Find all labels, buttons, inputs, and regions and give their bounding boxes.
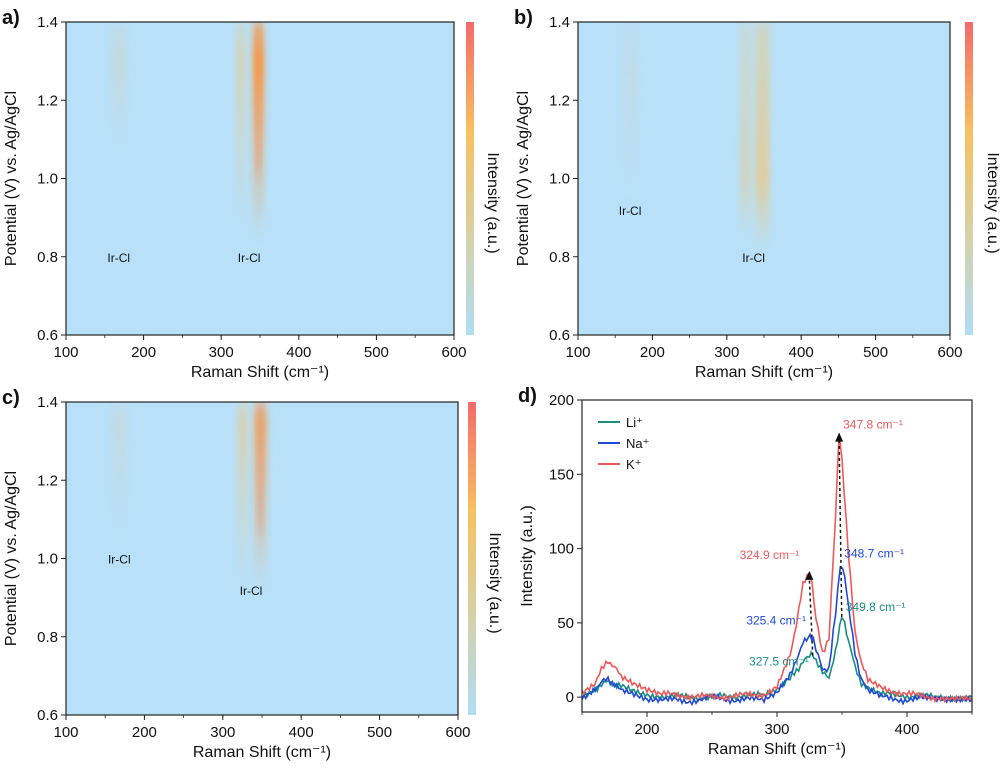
y-tick-label: 1.0 (37, 551, 58, 568)
x-tick-label: 300 (209, 344, 234, 361)
x-tick-label: 500 (863, 344, 888, 361)
x-tick-label: 600 (937, 344, 962, 361)
peak-label: 349.8 cm⁻¹ (846, 600, 906, 614)
band-annotation: Ir-Cl (107, 251, 130, 265)
y-tick-label: 1.4 (37, 14, 58, 31)
y-tick-label: 1.2 (549, 92, 570, 109)
x-tick-label: 200 (634, 721, 659, 738)
colorbar-label: Intensity (a.u.) (484, 152, 501, 253)
y-tick-label: 50 (557, 615, 574, 632)
raman-band-core (256, 22, 261, 173)
x-tick-label: 300 (714, 344, 739, 361)
colorbar (965, 22, 973, 335)
raman-band (236, 402, 248, 590)
raman-band (739, 22, 752, 238)
band-annotation: Ir-Cl (238, 251, 261, 265)
y-axis-label: Intensity (a.u.) (519, 505, 536, 606)
peak-label: 325.4 cm⁻¹ (746, 614, 806, 628)
peak-label: 348.7 cm⁻¹ (844, 546, 904, 560)
colorbar-label: Intensity (a.u.) (486, 532, 503, 633)
heatmap-bands (621, 22, 770, 249)
y-tick-label: 1.0 (37, 171, 58, 188)
y-tick-label: 0.8 (37, 629, 58, 646)
shift-arrow-head (835, 432, 844, 442)
shift-arrow-line (838, 440, 843, 617)
y-tick-label: 0.8 (37, 249, 58, 266)
raman-band (110, 402, 128, 539)
y-axis-label: Potential (V) vs. Ag/AgCl (3, 471, 20, 646)
y-tick-label: 0 (566, 689, 574, 706)
x-tick-label: 300 (764, 721, 789, 738)
x-tick-label: 400 (894, 721, 919, 738)
x-axis-label: Raman Shift (cm⁻¹) (708, 741, 846, 758)
x-tick-label: 200 (132, 724, 157, 741)
series-lines (582, 433, 972, 707)
panel-label: c) (2, 387, 20, 409)
legend-label: K⁺ (626, 457, 642, 472)
y-tick-label: 0.6 (549, 327, 570, 344)
x-axis-label: Raman Shift (cm⁻¹) (193, 744, 331, 761)
x-tick-label: 500 (367, 724, 392, 741)
y-tick-label: 0.6 (37, 327, 58, 344)
raman-band (621, 22, 640, 199)
colorbar-label: Intensity (a.u.) (984, 152, 1000, 253)
panel-d: d) 347.8 cm⁻¹ 324.9 cm⁻¹ 348.7 cm⁻¹ 325.4 cm… (518, 385, 973, 758)
y-axis-label: Potential (V) vs. Ag/AgCl (3, 91, 20, 266)
x-tick-label: 100 (53, 724, 78, 741)
x-tick-label: 400 (286, 344, 311, 361)
band-annotation: Ir-Cl (240, 584, 263, 598)
x-axis-label: Raman Shift (cm⁻¹) (191, 364, 329, 381)
heatmap-bands (110, 22, 265, 238)
y-axis-label: Potential (V) vs. Ag/AgCl (515, 91, 532, 266)
panel-label: b) (514, 7, 533, 29)
colorbar (468, 402, 476, 715)
x-tick-label: 400 (289, 724, 314, 741)
legend-label: Li⁺ (626, 415, 643, 430)
y-tick-label: 1.0 (549, 171, 570, 188)
y-tick-label: 100 (549, 541, 574, 558)
y-tick-label: 150 (549, 466, 574, 483)
x-tick-label: 600 (445, 724, 470, 741)
shift-arrow-head (805, 570, 814, 580)
shift-arrow-line (808, 578, 814, 656)
band-annotation: Ir-Cl (108, 553, 131, 567)
colorbar (466, 22, 474, 335)
series-line-2 (582, 433, 972, 704)
x-tick-label: 600 (441, 344, 466, 361)
y-tick-label: 0.6 (37, 707, 58, 724)
y-tick-label: 200 (549, 392, 574, 409)
y-tick-label: 1.4 (37, 394, 58, 411)
peak-label: 324.9 cm⁻¹ (740, 548, 800, 562)
x-tick-label: 200 (131, 344, 156, 361)
panel-c: c) Ir-Cl Ir-Cl Intensity (a.u.) 100 200 300 400… (2, 387, 503, 761)
panel-label: d) (518, 385, 537, 407)
peak-label: 327.5 cm⁻¹ (749, 655, 809, 669)
series-line-1 (582, 565, 972, 707)
y-tick-label: 0.8 (549, 249, 570, 266)
x-tick-label: 200 (640, 344, 665, 361)
panel-label: a) (2, 7, 20, 29)
y-tick-label: 1.2 (37, 92, 58, 109)
x-tick-label: 100 (53, 344, 78, 361)
y-tick-label: 1.2 (37, 472, 58, 489)
band-annotation: Ir-Cl (619, 204, 642, 218)
heatmap-bands (110, 402, 268, 590)
raman-band (235, 22, 246, 226)
panel-a: a) Ir-Cl Ir-Cl Intensity (a.u.) 100 200 300 400… (2, 7, 501, 381)
peak-label: 347.8 cm⁻¹ (843, 418, 903, 432)
raman-band (755, 22, 770, 249)
raman-band-core (257, 402, 263, 534)
panel-b: b) Ir-Cl Ir-Cl Intensity (a.u.) 100 200 300 400… (514, 7, 1000, 381)
raman-band (110, 22, 128, 148)
x-tick-label: 500 (364, 344, 389, 361)
x-tick-label: 400 (789, 344, 814, 361)
band-annotation: Ir-Cl (742, 251, 765, 265)
y-tick-label: 1.4 (549, 14, 570, 31)
legend-label: Na⁺ (626, 436, 649, 451)
x-tick-label: 100 (565, 344, 590, 361)
x-axis-label: Raman Shift (cm⁻¹) (695, 364, 833, 381)
x-tick-label: 300 (210, 724, 235, 741)
